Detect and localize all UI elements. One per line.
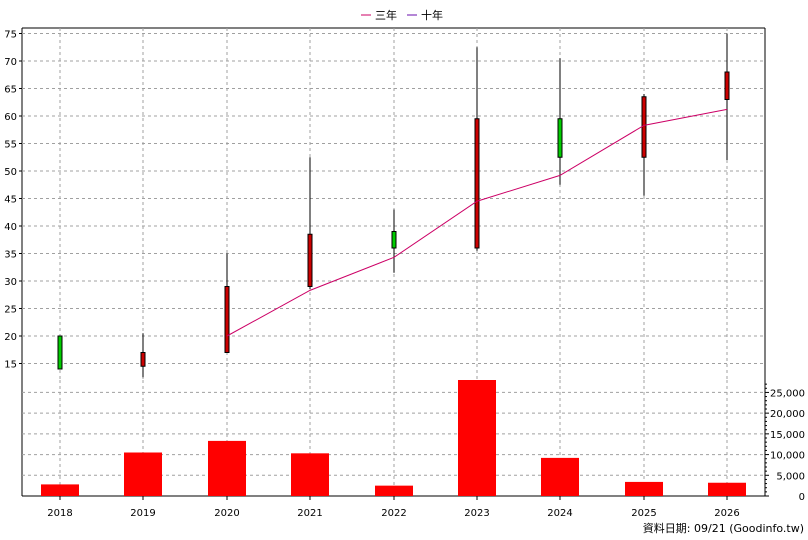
price-tick-label: 65 — [4, 85, 17, 96]
volume-bar — [41, 484, 79, 496]
volume-bar — [291, 453, 329, 496]
volume-bar — [375, 485, 413, 496]
candle-body — [224, 286, 230, 353]
price-tick-label: 45 — [4, 195, 17, 206]
candles — [57, 33, 730, 378]
price-grid — [22, 28, 765, 380]
volume-bar — [124, 452, 162, 496]
volume-y-axis-ticks: 0 5,000 10,000 15,000 20,000 25,000 — [765, 383, 805, 503]
price-tick-label: 40 — [4, 222, 17, 233]
three-year-ma-line — [226, 108, 728, 337]
price-y-axis-ticks: 15 20 25 30 35 40 45 50 55 60 65 70 75 — [4, 30, 22, 371]
price-tick-label: 70 — [4, 57, 17, 68]
x-tick-label: 2018 — [47, 508, 72, 519]
candle-body — [641, 96, 647, 158]
volume-bar — [708, 482, 746, 496]
volume-tick-label: 10,000 — [770, 451, 805, 462]
legend-ten-year-label: 十年 — [421, 8, 443, 22]
volume-bar — [541, 457, 579, 496]
volume-bar — [208, 440, 246, 496]
x-tick-label: 2025 — [631, 508, 656, 519]
x-tick-label: 2019 — [130, 508, 155, 519]
x-tick-label: 2026 — [714, 508, 739, 519]
candle-body — [557, 118, 563, 158]
price-panel: 15 20 25 30 35 40 45 50 55 60 65 70 75 — [4, 27, 766, 380]
volume-tick-label: 0 — [799, 492, 805, 503]
volume-tick-label: 5,000 — [776, 471, 805, 482]
volume-tick-label: 20,000 — [770, 409, 805, 420]
x-tick-label: 2020 — [214, 508, 239, 519]
legend: 三年 十年 — [361, 8, 443, 22]
price-tick-label: 50 — [4, 167, 17, 178]
volume-bars — [41, 380, 746, 496]
candle-body — [724, 71, 730, 100]
x-tick-label: 2023 — [464, 508, 489, 519]
price-tick-label: 55 — [4, 140, 17, 151]
candle-body — [474, 118, 480, 249]
volume-panel: 0 5,000 10,000 15,000 20,000 25,000 — [21, 380, 805, 503]
x-axis-ticks: 2018 2019 2020 2021 2022 2023 2024 2025 2026 — [47, 496, 740, 519]
price-tick-label: 25 — [4, 305, 17, 316]
price-tick-label: 30 — [4, 277, 17, 288]
candle-body — [391, 231, 397, 249]
candle-body — [140, 352, 146, 367]
price-tick-label: 35 — [4, 250, 17, 261]
price-tick-label: 60 — [4, 112, 17, 123]
x-tick-label: 2024 — [547, 508, 572, 519]
volume-bar — [625, 481, 663, 496]
x-tick-label: 2021 — [297, 508, 322, 519]
volume-tick-label: 25,000 — [770, 388, 805, 399]
volume-tick-label: 15,000 — [770, 430, 805, 441]
candle-body — [307, 233, 313, 287]
legend-three-year-label: 三年 — [375, 8, 397, 22]
price-tick-label: 75 — [4, 30, 17, 41]
x-tick-label: 2022 — [381, 508, 406, 519]
data-date-footer: 資料日期: 09/21 (Goodinfo.tw) — [643, 521, 804, 535]
price-tick-label: 15 — [4, 360, 17, 371]
candle-body — [57, 335, 63, 370]
volume-bar — [458, 380, 496, 496]
price-tick-label: 20 — [4, 332, 17, 343]
